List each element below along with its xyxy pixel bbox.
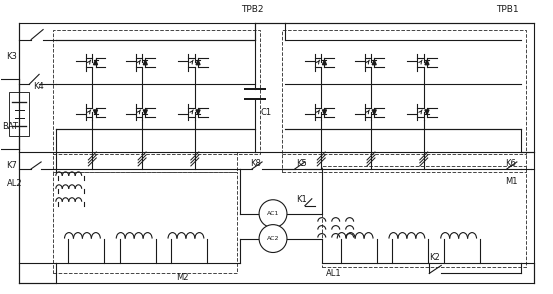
Polygon shape <box>425 110 429 114</box>
Bar <box>282 30 526 154</box>
Text: K4: K4 <box>33 82 44 91</box>
Polygon shape <box>372 110 376 114</box>
Text: M2: M2 <box>176 273 189 282</box>
Circle shape <box>259 225 287 253</box>
Text: M1: M1 <box>505 177 518 186</box>
Bar <box>322 166 526 268</box>
Polygon shape <box>143 110 147 114</box>
Polygon shape <box>196 60 200 65</box>
Bar <box>9 92 29 136</box>
Bar <box>53 30 260 154</box>
Text: K6: K6 <box>505 159 516 168</box>
Text: K3: K3 <box>6 52 17 61</box>
Text: AL1: AL1 <box>326 269 341 278</box>
Polygon shape <box>93 110 97 114</box>
Text: TPB2: TPB2 <box>241 5 263 14</box>
Bar <box>282 152 526 172</box>
Polygon shape <box>93 60 97 65</box>
Text: K8: K8 <box>250 159 261 168</box>
Text: AC2: AC2 <box>267 236 279 241</box>
Polygon shape <box>322 60 326 65</box>
Text: TPB1: TPB1 <box>495 5 518 14</box>
Text: AC1: AC1 <box>267 211 279 216</box>
Bar <box>53 152 237 172</box>
Text: K2: K2 <box>429 253 440 262</box>
Text: K7: K7 <box>6 161 17 171</box>
Text: BAT: BAT <box>2 122 18 131</box>
Polygon shape <box>322 110 326 114</box>
Text: C1: C1 <box>260 108 271 117</box>
Text: K1: K1 <box>296 195 307 204</box>
Polygon shape <box>372 60 376 65</box>
Circle shape <box>259 200 287 228</box>
Polygon shape <box>196 110 200 114</box>
Text: AL2: AL2 <box>7 179 23 188</box>
Polygon shape <box>425 60 429 65</box>
Polygon shape <box>143 60 147 65</box>
Text: K5: K5 <box>296 159 307 168</box>
Bar <box>53 172 237 273</box>
